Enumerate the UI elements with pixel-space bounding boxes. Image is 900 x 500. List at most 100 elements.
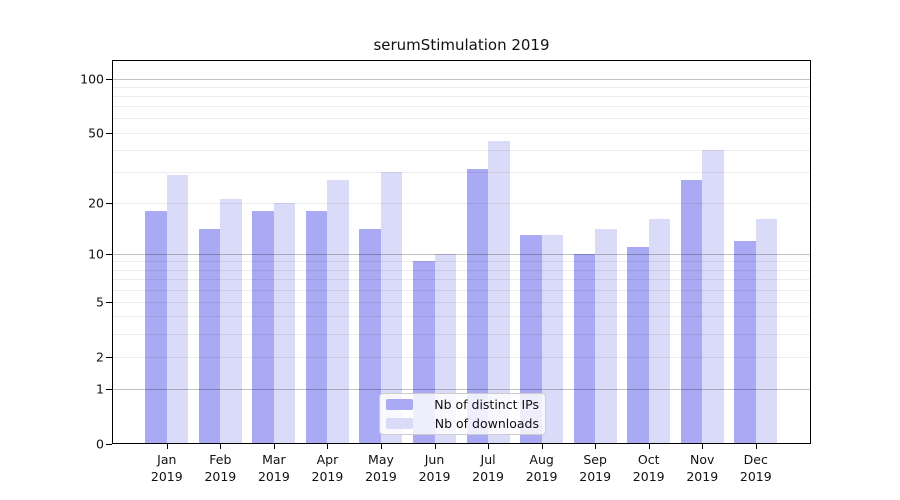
gridline-minor-9 — [113, 261, 810, 263]
x-tick-mar — [273, 444, 275, 449]
bar-downloads-may — [380, 171, 403, 444]
gridline-minor-50 — [113, 132, 810, 134]
bar-distinct-ips-nov — [680, 179, 703, 444]
bar-downloads-jul — [488, 140, 510, 444]
x-tick-label-jun: Jun 2019 — [405, 451, 465, 485]
y-tick-50 — [106, 132, 112, 134]
gridline-minor-60 — [113, 118, 810, 120]
x-tick-label-sep: Sep 2019 — [565, 451, 625, 485]
x-tick-label-year: 2019 — [579, 468, 612, 484]
legend-label-distinct-ips: Nb of distinct IPs — [434, 397, 539, 413]
gridline-major-1 — [113, 388, 810, 390]
x-tick-label-month: Aug — [529, 451, 554, 467]
bar-distinct-ips-oct — [627, 246, 649, 444]
x-tick-label-month: Dec — [743, 451, 768, 467]
gridline-minor-8 — [113, 269, 810, 271]
y-tick-label-0: 0 — [96, 436, 104, 451]
x-tick-may — [380, 444, 382, 449]
x-tick-label-month: Oct — [637, 451, 660, 467]
x-tick-label-month: Apr — [316, 451, 339, 467]
x-tick-label-month: Feb — [209, 451, 232, 467]
legend-row-distinct-ips: Nb of distinct IPs — [386, 397, 539, 413]
bar-distinct-ips-jul — [466, 169, 489, 444]
x-tick-label-month: Jul — [480, 451, 496, 467]
x-tick-label-year: 2019 — [257, 468, 290, 484]
bar-distinct-ips-apr — [305, 210, 328, 444]
y-tick-0 — [106, 443, 112, 445]
x-tick-label-year: 2019 — [150, 468, 183, 484]
x-tick-jul — [488, 444, 490, 449]
bar-downloads-nov — [702, 149, 724, 444]
bar-distinct-ips-sep — [573, 253, 596, 444]
x-tick-label-year: 2019 — [311, 468, 344, 484]
bar-downloads-jan — [166, 174, 189, 444]
gridline-minor-40 — [113, 149, 810, 151]
legend-swatch-downloads-icon — [386, 417, 413, 429]
y-tick-label-100: 100 — [80, 71, 104, 86]
x-tick-jun — [434, 444, 436, 449]
y-tick-label-50: 50 — [88, 125, 104, 141]
x-tick-label-month: May — [368, 451, 394, 467]
x-tick-dec — [755, 444, 757, 449]
gridline-minor-30 — [113, 171, 810, 173]
x-tick-aug — [541, 444, 543, 449]
x-tick-label-month: Jun — [424, 451, 445, 467]
bar-downloads-oct — [648, 219, 671, 444]
y-tick-label-20: 20 — [88, 195, 104, 211]
y-tick-label-10: 10 — [88, 246, 104, 262]
bar-downloads-aug — [541, 234, 564, 444]
gridline-minor-7 — [113, 279, 810, 281]
x-tick-label-year: 2019 — [472, 468, 504, 484]
y-tick-10 — [106, 253, 112, 255]
gridline-major-100 — [113, 78, 810, 80]
x-tick-label-month: Sep — [583, 451, 607, 467]
legend-row-downloads: Nb of downloads — [386, 416, 539, 432]
x-tick-label-nov: Nov 2019 — [672, 451, 732, 485]
bar-downloads-sep — [595, 229, 617, 444]
gridline-minor-4 — [113, 316, 810, 318]
x-tick-label-feb: Feb 2019 — [190, 451, 250, 485]
x-tick-label-month: Jan — [157, 451, 177, 467]
x-tick-label-jul: Jul 2019 — [458, 451, 518, 485]
x-tick-label-mar: Mar 2019 — [244, 451, 304, 485]
x-tick-label-aug: Aug 2019 — [512, 451, 572, 485]
plot-area-border — [112, 60, 811, 444]
x-tick-label-may: May 2019 — [351, 451, 411, 485]
y-tick-1 — [106, 388, 112, 390]
gridline-minor-80 — [113, 95, 810, 97]
bar-downloads-dec — [755, 219, 778, 444]
x-tick-label-month: Nov — [690, 451, 715, 467]
y-tick-label-1: 1 — [96, 381, 104, 397]
x-tick-label-year: 2019 — [204, 468, 237, 484]
gridline-minor-70 — [113, 106, 810, 108]
legend-label-downloads: Nb of downloads — [434, 415, 539, 431]
gridline-minor-3 — [113, 333, 810, 335]
bar-distinct-ips-dec — [734, 240, 756, 444]
x-tick-label-year: 2019 — [739, 468, 772, 484]
x-tick-apr — [327, 444, 329, 449]
gridline-minor-2 — [113, 356, 810, 358]
x-tick-label-apr: Apr 2019 — [297, 451, 357, 485]
x-tick-feb — [220, 444, 222, 449]
bar-distinct-ips-aug — [520, 234, 542, 444]
x-tick-label-dec: Dec 2019 — [726, 451, 786, 485]
gridline-minor-20 — [113, 202, 810, 204]
gridline-minor-6 — [113, 289, 810, 291]
x-tick-oct — [648, 444, 650, 449]
x-tick-label-year: 2019 — [686, 468, 719, 484]
y-tick-20 — [106, 202, 112, 204]
x-tick-label-month: Mar — [262, 451, 286, 467]
bar-downloads-apr — [327, 179, 349, 444]
x-tick-label-year: 2019 — [365, 468, 397, 484]
legend-swatch-distinct-ips-icon — [386, 399, 413, 411]
x-tick-label-year: 2019 — [632, 468, 665, 484]
x-tick-sep — [595, 444, 597, 449]
bar-downloads-feb — [220, 199, 242, 444]
bar-downloads-mar — [273, 202, 296, 444]
x-tick-label-jan: Jan 2019 — [137, 451, 197, 485]
y-tick-2 — [106, 356, 112, 358]
y-tick-label-5: 5 — [96, 294, 104, 310]
y-tick-5 — [106, 301, 112, 303]
y-tick-100 — [106, 78, 112, 80]
